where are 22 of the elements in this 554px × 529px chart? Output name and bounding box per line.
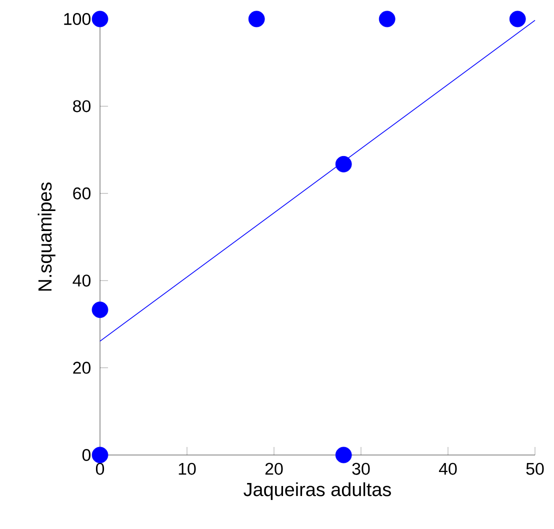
y-tick-label: 60 [73, 187, 90, 200]
x-tick-label: 0 [96, 462, 104, 475]
y-axis-title: N.squamipes [38, 182, 56, 291]
y-tick-label: 40 [72, 274, 90, 287]
x-tick-label: 40 [438, 462, 457, 475]
point [335, 446, 352, 464]
point [92, 10, 108, 28]
x-tick-label: 30 [352, 462, 370, 475]
point [509, 10, 526, 28]
y-tick-label: 100 [64, 12, 90, 25]
x-tick-label: 50 [526, 462, 544, 475]
point [335, 156, 352, 172]
y-tick-label: 80 [73, 100, 90, 112]
y-tick-label: 20 [73, 362, 90, 374]
point [92, 302, 108, 318]
y-tick-label: 0 [82, 449, 90, 461]
point [248, 10, 265, 28]
x-tick-label: 10 [178, 462, 196, 475]
x-axis-title: Jaqueiras adultas [244, 482, 391, 500]
x-tick-label: 20 [265, 462, 283, 475]
point [378, 10, 396, 28]
point [92, 446, 108, 464]
